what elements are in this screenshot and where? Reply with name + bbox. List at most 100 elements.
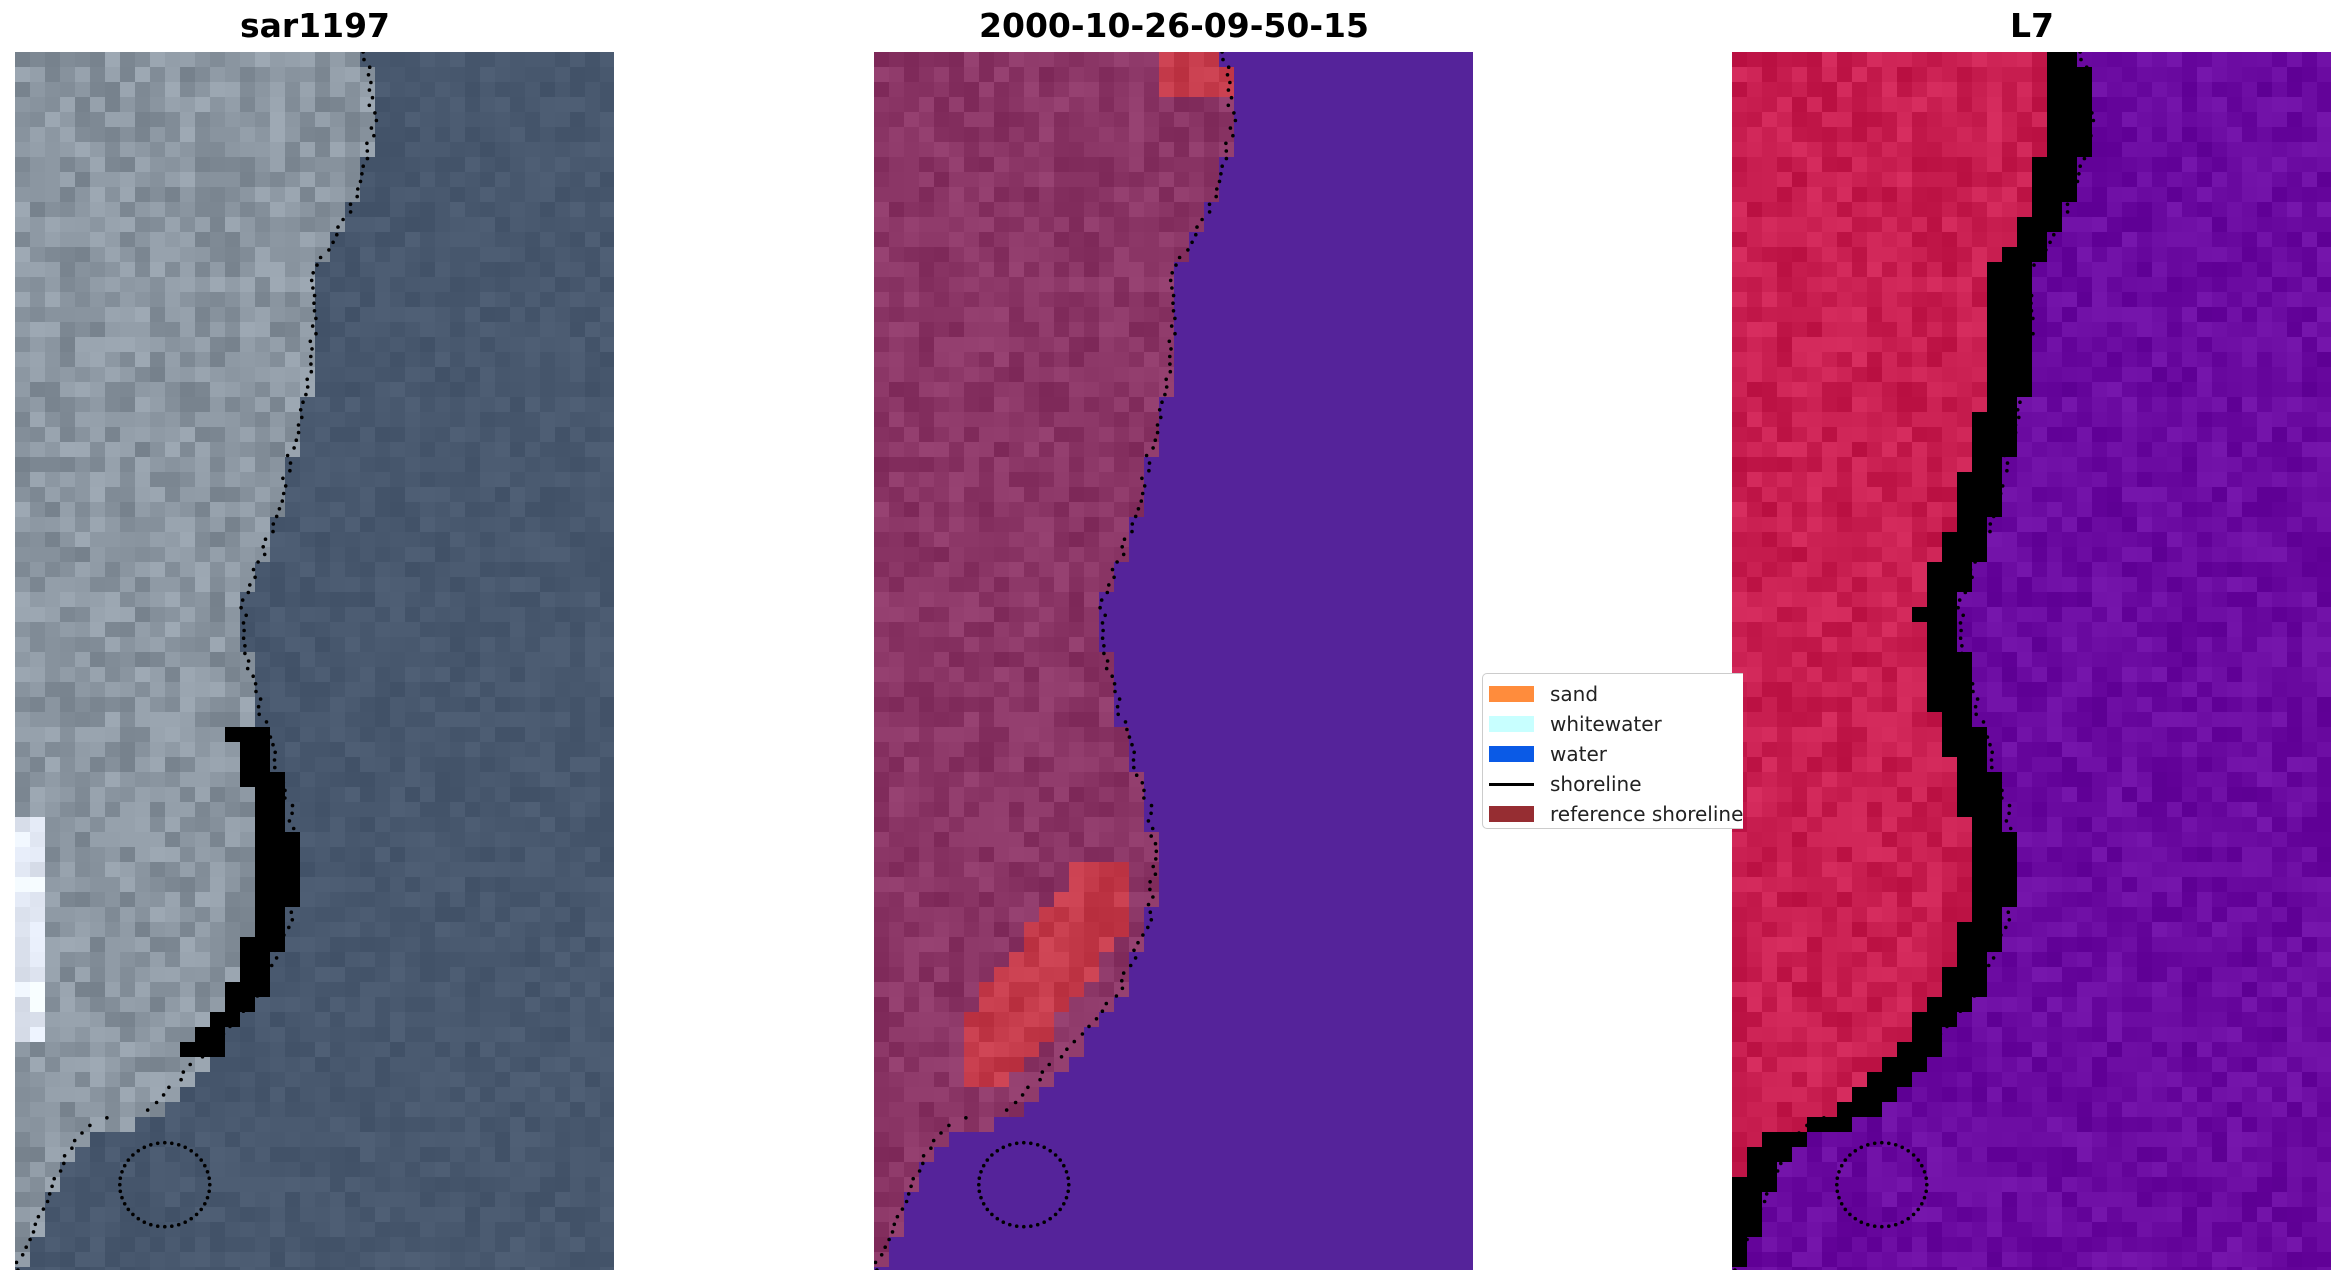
shoreline-dot xyxy=(1148,910,1153,914)
shoreline-dot xyxy=(255,994,260,998)
shoreline-dot xyxy=(181,1070,186,1074)
shoreline-dot xyxy=(1797,1131,1801,1135)
shoreline-dot xyxy=(1177,255,1182,260)
shoreline-dot xyxy=(1128,963,1133,968)
shoreline-dot xyxy=(1973,704,1978,709)
shoreline-dot xyxy=(118,1176,123,1180)
shoreline-dot xyxy=(287,819,292,823)
shoreline-dot xyxy=(213,1039,218,1044)
shoreline-dot xyxy=(1132,948,1136,953)
shoreline-dot xyxy=(2086,126,2091,130)
shoreline-dot xyxy=(356,187,360,191)
shoreline-dot xyxy=(1130,742,1134,747)
reference-shoreline-swatch xyxy=(1489,806,1534,822)
shoreline-dot xyxy=(281,491,286,496)
shoreline-dot xyxy=(1117,697,1122,701)
shoreline-dot xyxy=(336,225,340,229)
shoreline-dot xyxy=(261,545,265,549)
shoreline-dot xyxy=(1225,73,1230,77)
shoreline-dot xyxy=(2000,788,2004,793)
shoreline-dot xyxy=(1945,1024,1949,1029)
legend-label-whitewater: whitewater xyxy=(1550,712,1662,736)
shoreline-dot xyxy=(1925,1182,1929,1187)
shoreline-dot xyxy=(1121,552,1126,557)
shoreline-dot xyxy=(369,80,373,85)
shoreline-dot xyxy=(1748,1230,1753,1234)
shoreline-dot xyxy=(1775,1169,1780,1173)
shoreline-dot xyxy=(1963,590,1968,595)
shoreline-dot xyxy=(374,118,379,123)
shoreline-dot xyxy=(1906,1216,1910,1221)
shoreline-dot xyxy=(1139,499,1144,503)
shoreline-dot xyxy=(1014,1224,1019,1228)
shoreline-dot xyxy=(271,742,275,747)
shoreline-dot xyxy=(1067,1182,1071,1187)
whitewater-swatch xyxy=(1489,716,1534,732)
shoreline-dot xyxy=(203,1163,207,1168)
shoreline-dot xyxy=(887,1237,891,1242)
shoreline-dot xyxy=(312,301,316,305)
shoreline-dot xyxy=(1053,1212,1058,1217)
shoreline-dot xyxy=(275,773,280,777)
shoreline-dot xyxy=(373,111,377,115)
shoreline-dot xyxy=(1789,1138,1794,1143)
shoreline-dot xyxy=(305,377,310,382)
shoreline-dot xyxy=(2028,271,2032,275)
shoreline-dot xyxy=(41,1207,46,1211)
shoreline-dot xyxy=(1998,781,2003,785)
shoreline-dot xyxy=(163,1224,167,1229)
shoreline-dot xyxy=(1228,80,1232,85)
shoreline-dot xyxy=(120,1195,124,1200)
shoreline-dot xyxy=(1194,232,1198,237)
shoreline-dot xyxy=(900,1207,905,1211)
shoreline-dot xyxy=(1107,583,1111,587)
shoreline-dot xyxy=(294,438,299,443)
shoreline-dot xyxy=(1155,423,1160,427)
shoreline-dot xyxy=(2048,240,2052,245)
shoreline-dot xyxy=(2084,88,2089,92)
shoreline-dot xyxy=(1105,659,1110,663)
shoreline-dot xyxy=(1136,507,1141,511)
shoreline-dot xyxy=(295,857,299,861)
shoreline-dot xyxy=(1140,491,1145,496)
shoreline-dot xyxy=(1779,1154,1784,1158)
shoreline-dot xyxy=(2084,103,2089,108)
shoreline-dot xyxy=(1911,1153,1916,1157)
shoreline-dot xyxy=(179,1077,183,1082)
shoreline-dot xyxy=(1110,567,1115,572)
shoreline-dot xyxy=(2006,880,2010,884)
shoreline-dot xyxy=(245,1001,250,1006)
shoreline-dot xyxy=(309,369,314,374)
shoreline-dot xyxy=(118,1182,122,1187)
shoreline-dot xyxy=(292,864,297,869)
shoreline-dot xyxy=(1146,902,1151,907)
shoreline-dot xyxy=(2026,369,2031,374)
shoreline-dot xyxy=(1957,598,1962,602)
shoreline-dot xyxy=(1970,575,1974,580)
shoreline-dot xyxy=(1978,545,1982,549)
shoreline-dot xyxy=(1100,636,1105,640)
shoreline-dot xyxy=(1960,644,1964,648)
shoreline-dot xyxy=(288,468,292,473)
shoreline-dot xyxy=(1142,796,1146,800)
shoreline-dot xyxy=(1110,674,1114,678)
shoreline-dot xyxy=(2006,887,2010,892)
shoreline-dot xyxy=(367,88,372,92)
shoreline-dot xyxy=(1226,65,1231,69)
shoreline-dot xyxy=(1733,1268,1737,1270)
shoreline-dot xyxy=(906,1192,911,1196)
shoreline-dot xyxy=(142,1220,147,1224)
shoreline-dot xyxy=(2031,316,2035,321)
shoreline-dot xyxy=(921,1161,925,1166)
shoreline-dot xyxy=(1758,1207,1763,1211)
shoreline-dot xyxy=(1880,1224,1884,1229)
shoreline-dot xyxy=(2073,187,2077,191)
shoreline-dot xyxy=(1988,742,1992,747)
shoreline-dot xyxy=(939,1131,943,1135)
shoreline-dot xyxy=(261,986,266,991)
shoreline-dot xyxy=(1008,1222,1012,1227)
shoreline-dot xyxy=(241,621,246,625)
shoreline-dot xyxy=(1164,385,1169,389)
shoreline-dot xyxy=(274,514,279,519)
shoreline-dot xyxy=(1099,598,1104,602)
